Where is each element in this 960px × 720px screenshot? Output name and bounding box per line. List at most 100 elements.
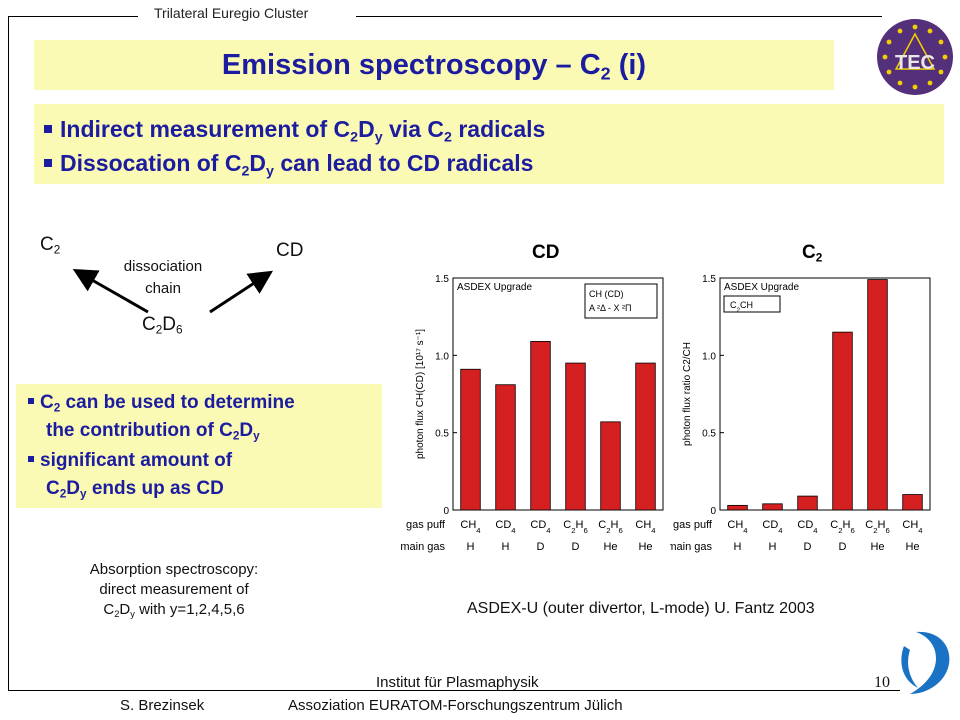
- y-tick-label: 0: [710, 506, 716, 517]
- top-bullets-box: Indirect measurement of C2Dy via C2 radi…: [34, 104, 944, 184]
- logo-star: [927, 80, 933, 86]
- y-tick-label: 1.0: [435, 351, 449, 362]
- side-bullet-2: significant amount of: [28, 450, 232, 472]
- side-bullets-box: C2 can be used to determine the contribu…: [16, 384, 382, 508]
- gas-puff-label: CH4: [902, 519, 923, 535]
- tec-logo: TEC: [877, 19, 953, 95]
- y-tick-label: 0.5: [702, 429, 716, 440]
- title-bar: Emission spectroscopy – C2 (i): [34, 40, 834, 90]
- bullet-dissocation: Dissocation of C2Dy can lead to CD radic…: [44, 150, 533, 179]
- gas-puff-row-label: gas puff: [673, 519, 713, 531]
- absorption-note: Absorption spectroscopy: direct measurem…: [89, 561, 259, 619]
- bar: [635, 362, 656, 511]
- page-title: Emission spectroscopy – C2 (i): [221, 49, 647, 84]
- gas-puff-label: C2H6: [830, 519, 854, 535]
- gas-puff-label: C2H6: [865, 519, 889, 535]
- footer-institute-1: Institut für Plasmaphysik: [376, 674, 539, 691]
- gas-puff-label: CH4: [727, 519, 748, 535]
- main-gas-label: D: [572, 541, 580, 553]
- y-tick-label: 1.5: [702, 274, 716, 285]
- frame-left: [8, 16, 9, 690]
- legend-line-1: CH (CD): [589, 289, 624, 299]
- page-number: 10: [874, 674, 890, 691]
- main-gas-label: H: [769, 541, 777, 553]
- logo-star: [897, 80, 903, 86]
- gas-puff-label: CH4: [460, 519, 481, 535]
- legend-line-1: C2CH: [730, 300, 753, 314]
- logo-star: [938, 39, 944, 45]
- side-bullet-1: C2 can be used to determine: [28, 392, 295, 415]
- bar: [600, 421, 621, 511]
- logo-star: [886, 39, 892, 45]
- bullet-square-icon: [44, 158, 52, 167]
- fz-juelich-logo: [901, 631, 950, 694]
- c2d6-label: C2D6: [142, 314, 183, 337]
- bullet-indirect: Indirect measurement of C2Dy via C2 radi…: [44, 116, 545, 145]
- asdex-label: ASDEX Upgrade: [457, 282, 532, 293]
- gas-puff-label: C2H6: [563, 519, 587, 535]
- main-gas-label: He: [870, 541, 884, 553]
- legend-box: [584, 283, 658, 319]
- arrow-to-c2: [72, 269, 149, 314]
- main-gas-row-label: main gas: [400, 541, 445, 553]
- cd-label: CD: [276, 240, 304, 261]
- chart-header-cd: CD: [532, 242, 560, 263]
- main-gas-label: He: [638, 541, 652, 553]
- logo-star: [897, 28, 903, 34]
- footer-institute-2: Assoziation EURATOM-Forschungszentrum Jü…: [288, 697, 623, 714]
- arrow-to-cd: [209, 270, 274, 314]
- main-gas-label: D: [537, 541, 545, 553]
- main-gas-label: D: [839, 541, 847, 553]
- bar: [565, 362, 586, 511]
- main-gas-label: He: [603, 541, 617, 553]
- y-axis-label: photon flux CH(CD) [10¹⁷ s⁻¹]: [415, 329, 426, 459]
- y-tick-label: 0: [443, 506, 449, 517]
- frame-top-right: [356, 16, 882, 17]
- frame-top-left: [8, 16, 138, 17]
- dissociation-arrows: [72, 269, 274, 314]
- plot-frame: [452, 277, 664, 511]
- c2-label: C2: [40, 234, 61, 257]
- logo-star: [882, 54, 888, 60]
- main-gas-label: He: [905, 541, 919, 553]
- chart-cd: 0 0.5 1.0 1.5 photon flux CH(CD) [10¹⁷ s⁻¹] C…: [400, 274, 664, 553]
- bar: [727, 504, 748, 511]
- bar: [797, 495, 818, 511]
- gas-puff-label: C2H6: [598, 519, 622, 535]
- y-tick-label: 1.5: [435, 274, 449, 285]
- bullet-square-icon: [28, 455, 34, 462]
- y-tick-label: 1.0: [702, 351, 716, 362]
- dissociation-chain-label: dissociation chain: [123, 258, 203, 297]
- asdex-label: ASDEX Upgrade: [724, 282, 799, 293]
- gas-puff-label: CD4: [762, 519, 783, 535]
- logo-star: [912, 84, 918, 90]
- main-gas-label: H: [502, 541, 510, 553]
- tec-logo-text: TEC: [895, 52, 935, 74]
- logo-star: [938, 69, 944, 75]
- bar: [530, 341, 551, 511]
- logo-star: [942, 54, 948, 60]
- bullet-square-icon: [44, 124, 52, 133]
- chart-caption: ASDEX-U (outer divertor, L-mode) U. Fant…: [467, 600, 815, 617]
- side-bullet-2-cont: C2Dy ends up as CD: [46, 478, 224, 501]
- main-gas-label: H: [734, 541, 742, 553]
- y-tick-label: 0.5: [435, 429, 449, 440]
- footer-author: S. Brezinsek: [120, 697, 205, 714]
- chart-header-c2: C2: [802, 242, 823, 265]
- gas-puff-label: CD4: [530, 519, 551, 535]
- bar: [495, 384, 516, 511]
- cluster-label: Trilateral Euregio Cluster: [150, 5, 313, 21]
- bar: [832, 331, 853, 511]
- logo-star: [912, 24, 918, 30]
- main-gas-label: H: [467, 541, 475, 553]
- frame-bottom: [8, 690, 900, 691]
- legend-box: [723, 295, 781, 313]
- legend-line-2: A ²Δ - X ²Π: [589, 303, 632, 313]
- gas-puff-row-label: gas puff: [406, 519, 446, 531]
- chart-c2: 0 0.5 1.0 1.5 photon flux ratio C2/CH CH4 H CD4…: [670, 274, 931, 553]
- logo-star: [927, 28, 933, 34]
- side-bullet-1-cont: the contribution of C2Dy: [46, 420, 260, 443]
- gas-puff-label: CD4: [495, 519, 516, 535]
- y-axis-label: photon flux ratio C2/CH: [682, 342, 693, 446]
- bullet-square-icon: [28, 397, 34, 404]
